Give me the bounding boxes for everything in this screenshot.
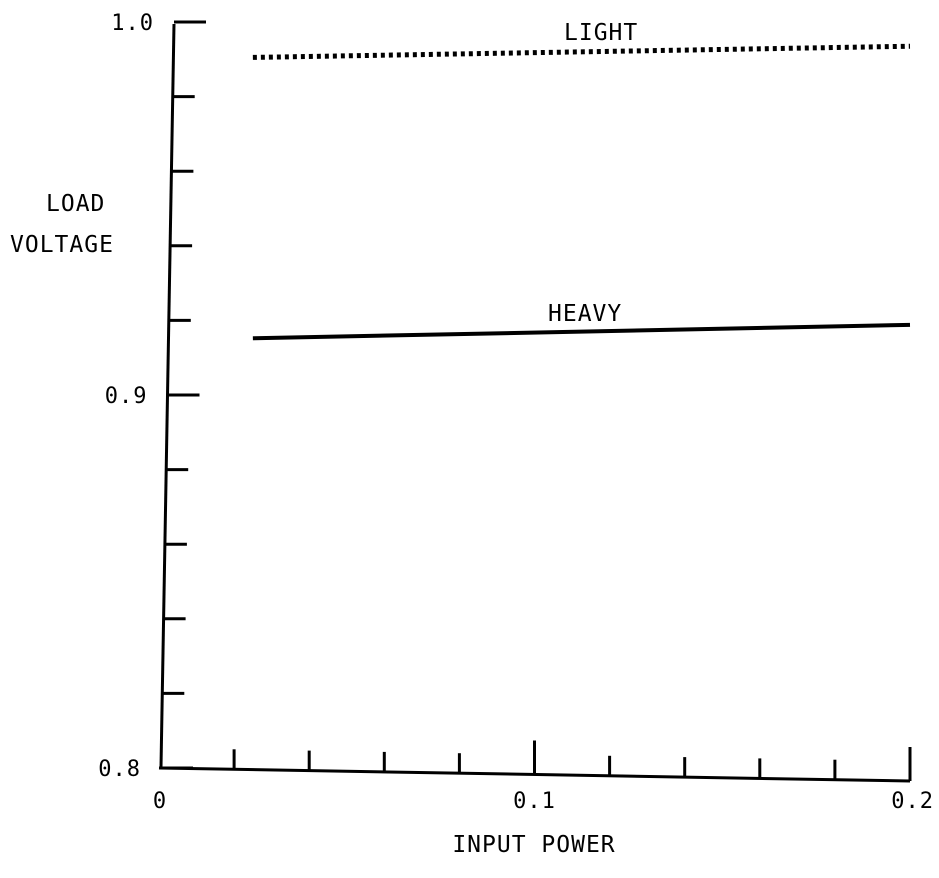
- series-layer: [252, 43, 911, 341]
- y-tick-label: 0.8: [98, 757, 141, 782]
- y-axis-label-line-2: VOLTAGE: [10, 232, 114, 258]
- y-axis-ticks: 0.8 0.9 1.0: [98, 11, 206, 782]
- heavy-series-label: HEAVY: [548, 301, 622, 327]
- series-line-light: [252, 43, 911, 60]
- y-tick-label: 1.0: [111, 11, 154, 36]
- x-tick-label: 0.2: [891, 789, 934, 814]
- x-axis-ticks: 0 0.1 0.2: [153, 740, 934, 814]
- y-tick-label: 0.9: [105, 384, 148, 409]
- y-axis-label-line-1: LOAD: [46, 191, 105, 217]
- x-tick-label: 0.1: [513, 789, 556, 814]
- series-line-heavy: [252, 322, 911, 341]
- light-series-label: LIGHT: [564, 20, 638, 46]
- x-tick-label: 0: [153, 789, 167, 814]
- x-axis-label: INPUT POWER: [452, 832, 615, 858]
